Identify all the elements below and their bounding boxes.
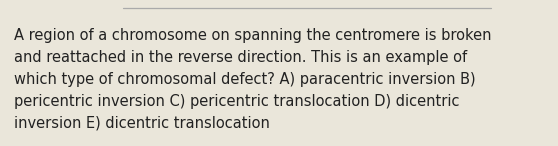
Text: pericentric inversion C) pericentric translocation D) dicentric: pericentric inversion C) pericentric tra… xyxy=(14,94,459,109)
Text: and reattached in the reverse direction. This is an example of: and reattached in the reverse direction.… xyxy=(14,50,467,65)
Text: A region of a chromosome on spanning the centromere is broken: A region of a chromosome on spanning the… xyxy=(14,28,492,43)
Text: inversion E) dicentric translocation: inversion E) dicentric translocation xyxy=(14,116,270,131)
Text: which type of chromosomal defect? A) paracentric inversion B): which type of chromosomal defect? A) par… xyxy=(14,72,475,87)
